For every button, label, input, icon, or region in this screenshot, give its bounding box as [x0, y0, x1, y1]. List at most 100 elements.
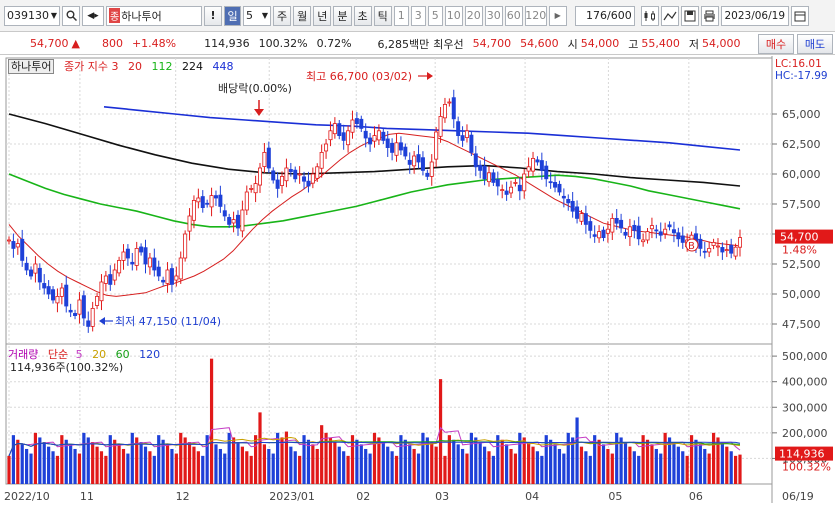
chart-area[interactable]: 65,00062,50060,00057,50055,00052,50050,0… — [0, 56, 835, 503]
candle-body — [99, 281, 104, 302]
candle-body — [438, 116, 443, 137]
period-tick-button[interactable]: 틱 — [373, 5, 392, 26]
candle-body — [147, 257, 152, 268]
chart-type-icon[interactable] — [640, 5, 659, 26]
period-day-button[interactable]: 일 — [224, 5, 241, 26]
volume-bar — [368, 453, 372, 484]
volume-bar — [593, 435, 597, 484]
turnover-rate: 0.72% — [316, 37, 352, 50]
stock-code-field[interactable]: 039130 ▼ — [4, 5, 60, 26]
period-year-button[interactable]: 년 — [313, 5, 332, 26]
volume-bar — [38, 437, 42, 484]
sound-icon[interactable]: ◀▸ — [82, 5, 104, 26]
save-icon[interactable] — [680, 5, 699, 26]
volume-bar — [689, 435, 694, 484]
ma20-label: 20 — [127, 60, 142, 73]
candle-body — [513, 182, 518, 184]
candle-body — [258, 167, 263, 186]
stock-code-value: 039130 — [7, 9, 49, 22]
high-price: 55,400 — [641, 37, 680, 50]
volume-bar — [350, 435, 355, 484]
interval-button[interactable]: 10 — [444, 5, 463, 26]
volume-bar — [623, 442, 628, 484]
candle-body — [24, 262, 29, 271]
volume-legend: 거래량 단순 5 20 60 120 — [8, 346, 160, 362]
volume-bar — [412, 448, 416, 484]
interval-button[interactable]: 30 — [484, 5, 503, 26]
alert-icon[interactable]: ! — [204, 5, 222, 26]
volume-bar — [157, 435, 161, 484]
period-month-button[interactable]: 월 — [293, 5, 312, 26]
volume-bar — [447, 435, 451, 484]
interval-button[interactable]: 120 — [524, 5, 547, 26]
candle-body — [125, 248, 130, 259]
interval-button[interactable]: 20 — [464, 5, 483, 26]
candle-body — [663, 228, 668, 235]
candle-body — [579, 213, 584, 222]
stock-name-field[interactable]: 종 하나투어 — [106, 5, 202, 26]
volume-bar — [170, 448, 174, 484]
stock-chart[interactable]: 65,00062,50060,00057,50055,00052,50050,0… — [0, 56, 835, 503]
candle-body — [152, 257, 157, 271]
date-field[interactable]: 2023/06/19 — [720, 5, 789, 26]
candle-body — [372, 135, 377, 142]
buy-button[interactable]: 매수 — [758, 34, 794, 54]
stock-type-tag: 종 — [109, 8, 121, 23]
volume-bar — [95, 446, 99, 484]
volume-bar — [223, 453, 227, 484]
interval-button[interactable]: 1 — [393, 5, 409, 26]
chart-stock-name-tab[interactable]: 하나투어 — [8, 59, 55, 74]
candle-body — [284, 167, 289, 182]
volume-bar — [16, 439, 20, 484]
x-tick-label: 06/19 — [782, 490, 814, 503]
period-minute-button[interactable]: 분 — [333, 5, 352, 26]
candle-body — [429, 161, 434, 177]
candle-body — [715, 245, 720, 248]
priority-label: 최우선 — [433, 37, 464, 51]
ma112-label: 112 — [151, 60, 173, 73]
chevron-right-icon[interactable]: ▶ — [548, 5, 567, 26]
count-field[interactable]: 176 /600 — [574, 5, 635, 26]
current-volume-pct: 100.32% — [782, 461, 831, 474]
candle-body — [240, 209, 245, 232]
candle-body — [55, 295, 60, 304]
volume-bar — [645, 439, 650, 484]
search-icon[interactable] — [62, 5, 80, 26]
volume-bar — [610, 453, 614, 484]
period-second-button[interactable]: 초 — [353, 5, 372, 26]
up-arrow-icon: ▲ — [71, 37, 80, 50]
volume-bar — [201, 455, 205, 484]
volume-bar — [240, 446, 244, 484]
candle-body — [59, 287, 64, 297]
interval-button[interactable]: 5 — [427, 5, 443, 26]
dropdown-icon[interactable]: ▼ — [50, 11, 57, 20]
volume-bar — [196, 451, 200, 484]
indicator-icon[interactable] — [660, 5, 679, 26]
candle-body — [610, 217, 615, 233]
candle-body — [504, 190, 509, 195]
dropdown-icon[interactable]: ▼ — [261, 11, 268, 20]
volume-bar — [628, 446, 632, 484]
candle-body — [738, 237, 743, 248]
candle-body — [178, 257, 183, 280]
candle-body — [535, 159, 540, 163]
volume-bar — [7, 455, 11, 484]
candle-body — [667, 224, 672, 228]
print-icon[interactable] — [700, 5, 719, 26]
y-tick-label: 62,500 — [782, 138, 821, 151]
volume-bar — [540, 455, 544, 484]
calendar-icon[interactable] — [790, 5, 809, 26]
candle-body — [407, 159, 412, 165]
period-week-button[interactable]: 주 — [273, 5, 292, 26]
volume-bar — [73, 448, 77, 484]
open-price: 54,000 — [580, 37, 620, 50]
interval-button[interactable]: 60 — [504, 5, 523, 26]
candle-body — [473, 153, 478, 168]
volume-bar — [399, 435, 403, 484]
volume-bar — [491, 455, 495, 484]
trade-amount: 6,285백만 — [377, 37, 430, 51]
sell-button[interactable]: 매도 — [797, 34, 833, 54]
interval-button[interactable]: 3 — [410, 5, 426, 26]
candle-body — [658, 231, 663, 236]
period-value-field[interactable]: 5 ▼ — [243, 5, 271, 26]
